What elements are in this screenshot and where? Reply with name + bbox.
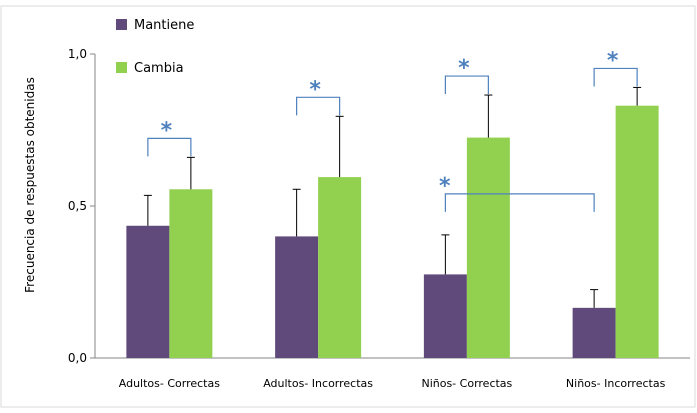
y-tick-label: 0,0 bbox=[68, 351, 87, 365]
error-bars bbox=[143, 86, 642, 308]
significance-marker: * bbox=[439, 174, 451, 199]
x-tick-label: Niños- Incorrectas bbox=[566, 377, 666, 390]
legend-label: Cambia bbox=[134, 61, 184, 76]
bar bbox=[423, 274, 467, 358]
significance-bracket bbox=[444, 75, 489, 95]
bar bbox=[126, 225, 170, 358]
significance-marker: * bbox=[161, 118, 173, 143]
y-tick-label: 0,5 bbox=[68, 199, 87, 213]
significance-marker: * bbox=[458, 56, 470, 81]
significance-bracket bbox=[593, 67, 638, 87]
bar bbox=[615, 105, 659, 359]
legend-swatch bbox=[116, 62, 127, 73]
x-tick-label: Niños- Correctas bbox=[421, 377, 512, 390]
bar bbox=[572, 307, 616, 358]
significance-bracket bbox=[444, 193, 595, 212]
y-tick-labels: 0,0 0,5 1,0 bbox=[68, 47, 87, 365]
y-tick-label: 1,0 bbox=[68, 47, 87, 61]
bar bbox=[466, 137, 510, 358]
legend-swatch bbox=[116, 19, 127, 30]
legend-label: Mantiene bbox=[134, 18, 194, 33]
significance-marker: * bbox=[607, 48, 619, 73]
x-tick-labels: Adultos- Correctas Adultos- Incorrectas Ni… bbox=[119, 377, 666, 390]
y-axis-label: Frecuencia de respuestas obtenidas bbox=[23, 77, 37, 293]
significance-brackets: * * * * * bbox=[147, 48, 638, 212]
x-tick-label: Adultos- Incorrectas bbox=[263, 377, 373, 390]
bar bbox=[169, 189, 213, 358]
bar bbox=[275, 236, 319, 358]
significance-bracket bbox=[296, 96, 341, 116]
significance-marker: * bbox=[309, 77, 321, 102]
bars bbox=[126, 105, 659, 359]
bar bbox=[318, 177, 362, 358]
legend: Mantiene Cambia bbox=[116, 18, 194, 76]
x-tick-label: Adultos- Correctas bbox=[119, 377, 220, 390]
significance-bracket bbox=[147, 137, 192, 157]
